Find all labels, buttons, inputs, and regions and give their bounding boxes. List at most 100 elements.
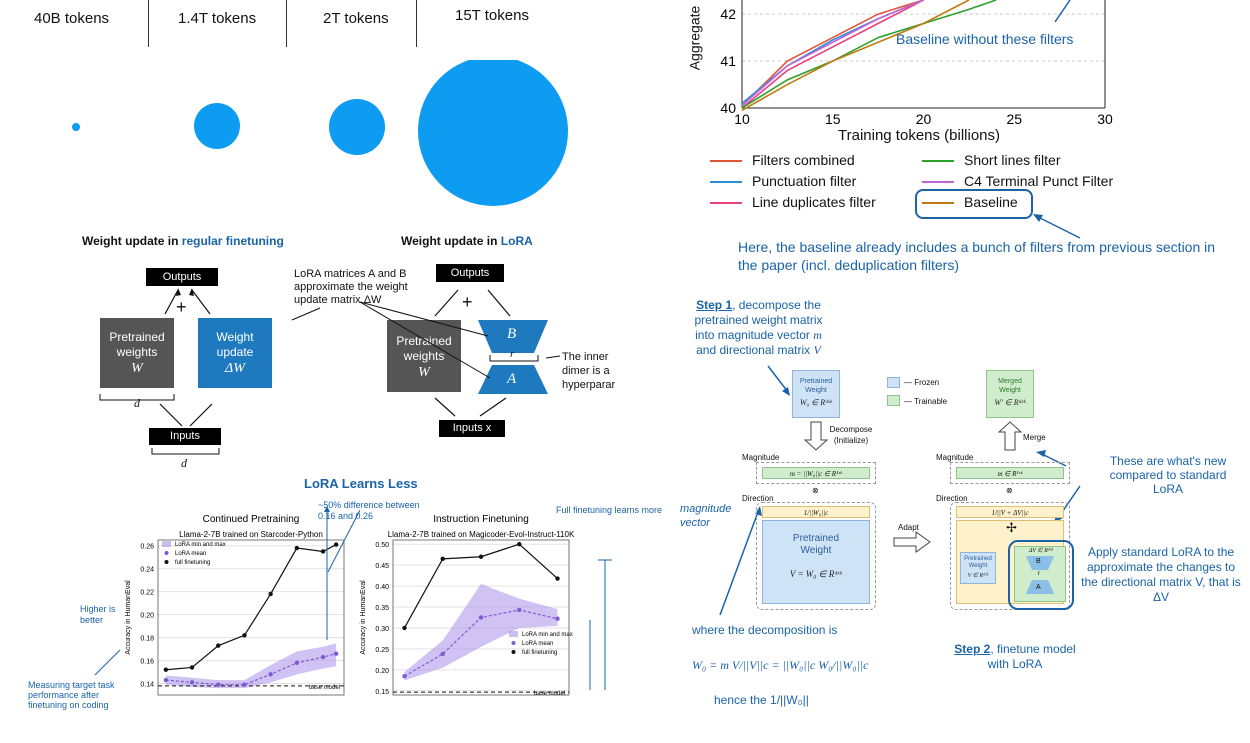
tokens-header: 40B tokens 1.4T tokens 2T tokens 15T tok… xyxy=(0,0,660,50)
data-point xyxy=(294,545,300,551)
y-tick-label: 0.24 xyxy=(140,567,154,574)
dora-arrows xyxy=(719,421,1081,616)
data-point xyxy=(517,541,522,547)
legend-label: LoRA min and max xyxy=(175,542,226,548)
direction-container-right xyxy=(950,502,1070,610)
dora-ab-shapes xyxy=(1026,556,1054,594)
y-tick-label: 42 xyxy=(720,6,736,22)
data-point xyxy=(333,651,339,656)
chart-title: Instruction Finetuning xyxy=(433,514,529,525)
lora-title: Weight update in LoRA xyxy=(401,234,533,248)
lora-ab-shapes xyxy=(291,289,561,417)
magnitude-vector-left: m = ||W₀||c ∈ R¹ˣᵏ xyxy=(762,467,870,479)
x-axis-label: Training tokens (billions) xyxy=(838,127,1001,144)
learns-less-arrows xyxy=(94,506,612,690)
data-point xyxy=(163,667,169,672)
legend-item: C4 Terminal Punct Filter xyxy=(922,173,1113,189)
decomposition-formula: W₀ = m V/||V||c = ||W₀||c W₀/||W₀||c xyxy=(692,658,869,672)
lora-highlight xyxy=(1008,540,1074,610)
y-tick-label: 0.16 xyxy=(140,659,154,666)
higher-better-note: Higher is better xyxy=(80,604,116,625)
y-axis-label: Accuracy in HumanEval xyxy=(125,580,132,655)
outputs-box: Outputs xyxy=(146,268,218,286)
lora-minmax-band xyxy=(165,643,337,689)
merged-weight-box: Merged Weight W′ ∈ Rᵈˣᵏ xyxy=(986,370,1034,418)
x-tick-label: 15 xyxy=(825,111,841,127)
data-point xyxy=(478,615,484,620)
data-point xyxy=(294,660,300,666)
circle-40b xyxy=(72,123,80,131)
chart-subtitle: Llama-2-7B trained on Starcoder-Python xyxy=(179,530,323,539)
direction-container-left xyxy=(756,502,876,610)
plot-frame xyxy=(392,539,570,696)
x-tick-label: 25 xyxy=(1006,111,1022,127)
matrix-b-label: B xyxy=(507,326,517,342)
lora-pretrained-box: Pretrained weights W xyxy=(387,320,461,392)
data-point xyxy=(440,651,445,657)
direction-label-right: Direction xyxy=(936,494,968,503)
y-tick-label: 0.15 xyxy=(375,689,389,696)
token-label: 15T tokens xyxy=(455,7,529,24)
data-point xyxy=(333,542,339,547)
filters-chart: Aggregate 10 15 20 25 30 40 41 42 Training toke… xyxy=(686,0,1250,280)
legend-label: full finetuning xyxy=(522,650,557,656)
token-cell-15t: 15T tokens xyxy=(416,0,577,47)
data-point xyxy=(242,682,247,687)
dora-r-label: r xyxy=(1038,571,1040,577)
data-point xyxy=(268,672,273,677)
series-line xyxy=(165,544,337,671)
lora-inputs-box: Inputs x xyxy=(439,420,505,437)
learns-less: LoRA Learns Less ~50% difference between… xyxy=(0,470,670,710)
series-line xyxy=(165,653,337,686)
series-line xyxy=(741,0,924,107)
series-line xyxy=(741,0,924,104)
y-tick-label: 0.20 xyxy=(140,613,154,620)
pretrained-weight-box: Pretrained Weight W₀ ∈ Rᵈˣᵏ xyxy=(792,370,840,418)
v-matrix-left: Pretrained Weight V = W₀ ∈ Rᵈˣᵏ xyxy=(762,520,870,604)
frozen-swatch xyxy=(887,377,900,388)
token-cell-2t: 2T tokens xyxy=(286,0,417,47)
instruction-finetuning-chart: Instruction Finetuning Llama-2-7B trained… xyxy=(360,514,575,697)
y-tick-label: 41 xyxy=(720,53,736,69)
y-tick-label: 0.14 xyxy=(140,682,154,689)
data-point xyxy=(216,682,221,687)
series-line xyxy=(741,0,970,112)
legend-label: LoRA min and max xyxy=(522,632,573,638)
matrices-note: LoRA matrices A and B approximate the we… xyxy=(294,268,408,306)
legend-swatch xyxy=(511,650,516,654)
lora-outputs-box: Outputs xyxy=(436,264,504,282)
series-line xyxy=(741,0,924,109)
token-label: 1.4T tokens xyxy=(178,10,257,27)
base-model-label: base model xyxy=(309,685,340,691)
continued-pretraining-chart: Continued Pretraining Llama-2-7B trained … xyxy=(125,514,345,696)
inv-norm-right: 1/||V + ΔV||c xyxy=(956,506,1064,518)
arrow-icon xyxy=(1033,214,1081,239)
diff-note: ~50% difference between 0.16 and 0.26 xyxy=(318,500,420,521)
dora-a-label: A xyxy=(1036,584,1041,591)
legend-label: full finetuning xyxy=(175,560,210,566)
annotation-arrow xyxy=(1054,0,1071,23)
delta-v-label: ΔV ∈ Rᵈˣᵏ xyxy=(1028,548,1054,554)
inv-norm-left: 1/||W₀||c xyxy=(762,506,870,518)
magnitude-label-left: Magnitude xyxy=(742,453,780,462)
token-circles xyxy=(72,60,568,206)
arrow-icon xyxy=(767,365,790,396)
regular-arrows xyxy=(99,288,220,455)
data-point xyxy=(555,616,560,621)
filters-legend: Filters combined Punctuation filter Line… xyxy=(710,150,1170,218)
legend-label: LoRA mean xyxy=(522,641,553,647)
magnitude-label-right: Magnitude xyxy=(936,453,974,462)
delta-v-box xyxy=(1014,546,1066,602)
y-tick-label: 0.40 xyxy=(375,584,389,591)
data-point xyxy=(320,549,326,554)
y-tick-label: 0.50 xyxy=(375,542,389,549)
y-tick-label: 0.35 xyxy=(375,605,389,612)
legend-item: Line duplicates filter xyxy=(710,194,876,210)
lora-plus: + xyxy=(462,292,473,312)
dora-diagram: Step 1, decompose the pretrained weight … xyxy=(680,290,1250,707)
dora-b-label: B xyxy=(1036,558,1041,565)
lora-diagram: Weight update in regular finetuning Weig… xyxy=(60,228,660,470)
y-tick-label: 0.25 xyxy=(375,647,389,654)
x-tick-label: 20 xyxy=(916,111,932,127)
circle-15t xyxy=(418,60,568,206)
